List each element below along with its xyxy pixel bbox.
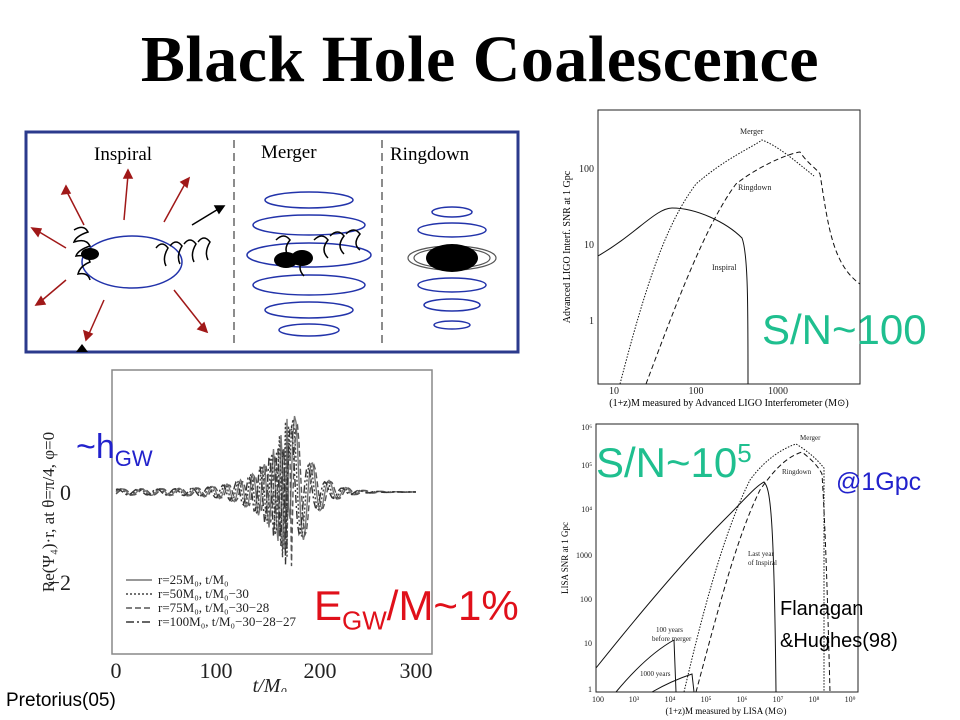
credit-flanagan-2: &Hughes(98) xyxy=(780,630,898,652)
xtick-200: 200 xyxy=(304,658,337,683)
svg-text:10⁸: 10⁸ xyxy=(809,695,820,704)
svg-text:10⁴: 10⁴ xyxy=(581,505,592,514)
xtick-0: 0 xyxy=(111,658,122,683)
credit-pretorius: Pretorius(05) xyxy=(6,690,116,711)
svg-text:before merger: before merger xyxy=(652,635,692,643)
svg-text:10⁶: 10⁶ xyxy=(581,423,592,432)
waveform-plot: 0 −2 0 100 200 300 t/M₀ Re(Ψ₄)·r, at θ=π… xyxy=(39,369,433,692)
svg-text:1000 years: 1000 years xyxy=(640,670,671,678)
svg-text:100: 100 xyxy=(579,164,594,175)
svg-text:Merger: Merger xyxy=(800,434,821,442)
annotation-egw: EGW/M~1% xyxy=(314,582,519,636)
ytick-0: 0 xyxy=(60,480,71,505)
svg-text:Last year: Last year xyxy=(748,550,775,558)
svg-text:1000: 1000 xyxy=(576,551,592,560)
xtick-300: 300 xyxy=(400,658,433,683)
ligo-ylabel: Advanced LIGO Interf. SNR at 1 Gpc xyxy=(562,170,573,323)
coalescence-diagram: Inspiral Merger Ringdown xyxy=(24,130,520,354)
lisa-snr-plot: 10⁶ 10⁵ 10⁴ 1000 100 10 1 100 10³ 10⁴ 10… xyxy=(560,423,859,716)
annotation-hgw: ~hGW xyxy=(76,428,153,471)
svg-text:10³: 10³ xyxy=(629,695,640,704)
waveform-xlabel: t/M₀ xyxy=(253,675,288,692)
ligo-label-inspiral: Inspiral xyxy=(712,263,737,272)
svg-text:10: 10 xyxy=(584,639,592,648)
svg-text:10⁵: 10⁵ xyxy=(701,695,712,704)
svg-text:100: 100 xyxy=(689,386,704,397)
ligo-snr-plot: 100 10 1 10 100 1000 (1+z)M measured by … xyxy=(562,109,861,409)
svg-text:1: 1 xyxy=(588,685,592,694)
svg-text:Ringdown: Ringdown xyxy=(782,468,812,476)
svg-text:10: 10 xyxy=(609,386,619,397)
svg-text:10⁶: 10⁶ xyxy=(737,695,748,704)
legend-entry-4: r=100M₀, t/M₀−30−28−27 xyxy=(158,614,297,629)
ligo-xlabel: (1+z)M measured by Advanced LIGO Interfe… xyxy=(609,398,848,409)
lisa-ylabel: LISA SNR at 1 Gpc xyxy=(560,522,570,594)
svg-text:10⁵: 10⁵ xyxy=(581,461,592,470)
credit-flanagan-1: Flanagan xyxy=(780,598,864,620)
xtick-100: 100 xyxy=(200,658,233,683)
page-title: Black Hole Coalescence xyxy=(140,23,820,96)
svg-text:100 years: 100 years xyxy=(656,626,683,634)
distance-label: @1Gpc xyxy=(836,468,922,496)
ligo-label-ringdown: Ringdown xyxy=(738,183,771,192)
ligo-label-merger: Merger xyxy=(740,127,764,136)
svg-text:of Inspiral: of Inspiral xyxy=(748,559,777,567)
svg-text:10⁴: 10⁴ xyxy=(665,695,676,704)
svg-text:1: 1 xyxy=(589,316,594,327)
stage-ringdown: Ringdown xyxy=(390,144,470,165)
ytick-minus2: −2 xyxy=(48,570,71,595)
legend-entry-2: r=50M₀, t/M₀−30 xyxy=(158,586,249,601)
legend-entry-1: r=25M₀, t/M₀ xyxy=(158,572,229,587)
lisa-xlabel: (1+z)M measured by LISA (M⊙) xyxy=(665,706,786,716)
svg-text:100: 100 xyxy=(580,595,592,604)
svg-text:10⁹: 10⁹ xyxy=(845,695,856,704)
svg-text:1000: 1000 xyxy=(768,386,788,397)
svg-text:100: 100 xyxy=(592,695,604,704)
stage-merger: Merger xyxy=(261,142,317,163)
waveform-ylabel: Re(Ψ₄)·r, at θ=π/4, φ=0 xyxy=(39,432,58,592)
stage-inspiral: Inspiral xyxy=(94,144,152,165)
svg-text:10: 10 xyxy=(584,240,594,251)
lisa-snr-label: S/N~105 xyxy=(596,438,752,486)
svg-text:10⁷: 10⁷ xyxy=(773,695,784,704)
ligo-snr-label: S/N~100 xyxy=(762,306,927,353)
legend-entry-3: r=75M₀, t/M₀−30−28 xyxy=(158,600,269,615)
